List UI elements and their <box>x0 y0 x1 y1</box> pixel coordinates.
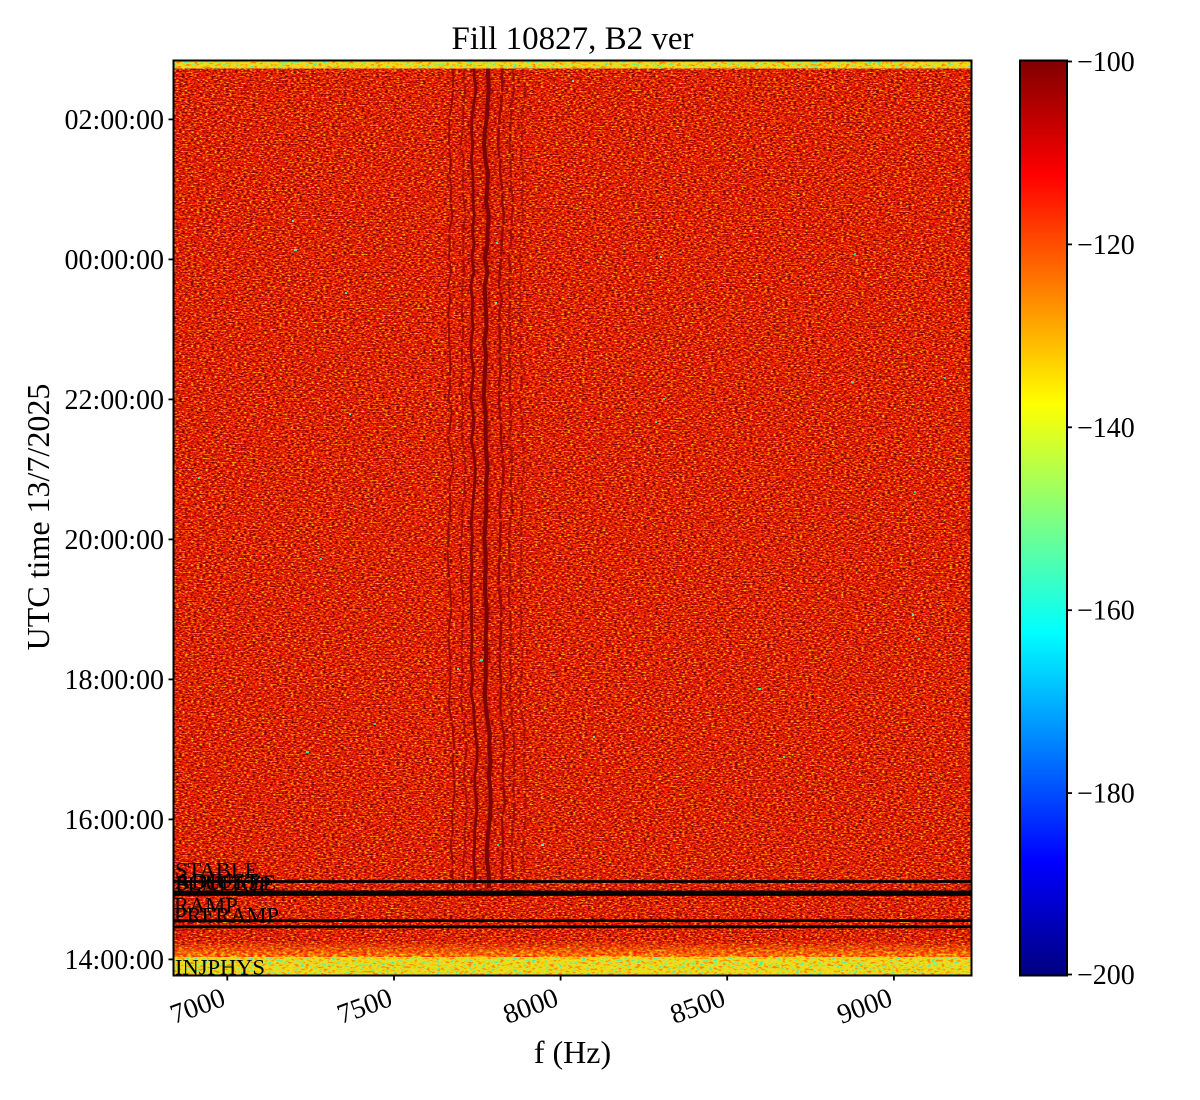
svg-text:22:00:00: 22:00:00 <box>64 385 164 416</box>
svg-text:20:00:00: 20:00:00 <box>64 525 164 556</box>
svg-text:STABLE: STABLE <box>175 858 258 883</box>
svg-text:02:00:00: 02:00:00 <box>64 105 164 136</box>
svg-text:−140: −140 <box>1077 413 1135 444</box>
svg-text:16:00:00: 16:00:00 <box>64 805 164 836</box>
svg-text:Fill 10827, B2 ver: Fill 10827, B2 ver <box>451 21 693 57</box>
svg-text:−120: −120 <box>1077 230 1135 261</box>
svg-text:−180: −180 <box>1077 779 1135 810</box>
svg-text:00:00:00: 00:00:00 <box>64 245 164 276</box>
svg-text:SQUEEZE: SQUEEZE <box>176 870 276 895</box>
svg-text:−160: −160 <box>1077 596 1135 627</box>
svg-text:ADJUST: ADJUST <box>175 869 259 894</box>
svg-text:FLATTOP: FLATTOP <box>175 872 271 897</box>
svg-text:PRERAMP: PRERAMP <box>174 903 279 928</box>
svg-text:RAMP: RAMP <box>174 893 238 918</box>
svg-text:f (Hz): f (Hz) <box>534 1034 611 1070</box>
svg-text:UTC time 13/7/2025: UTC time 13/7/2025 <box>20 384 56 651</box>
svg-text:14:00:00: 14:00:00 <box>64 945 164 976</box>
svg-text:−100: −100 <box>1077 47 1135 78</box>
svg-text:−200: −200 <box>1077 960 1135 991</box>
svg-text:18:00:00: 18:00:00 <box>64 665 164 696</box>
